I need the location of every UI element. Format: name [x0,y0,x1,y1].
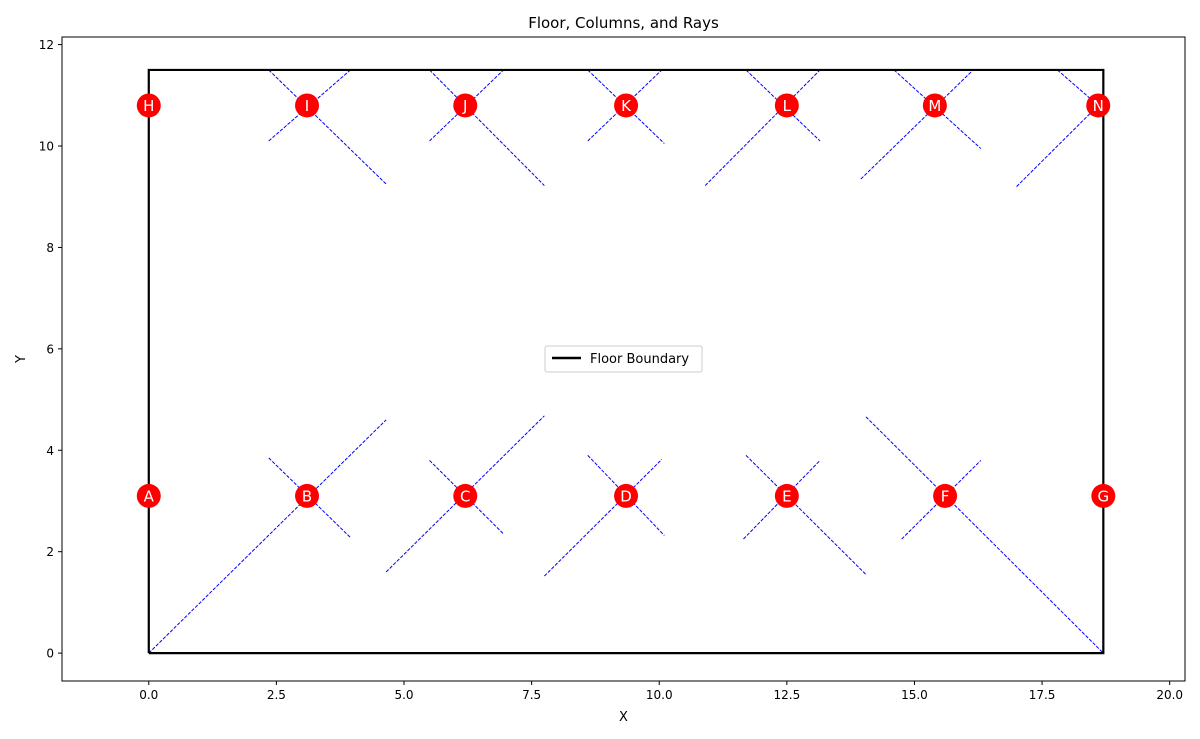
x-tick-label: 0.0 [139,688,158,702]
column-marker [1086,93,1111,118]
x-tick-label: 7.5 [522,688,541,702]
legend: Floor Boundary [544,345,703,373]
legend-entry-floor-boundary: Floor Boundary [590,352,689,367]
ray-6 [743,460,821,540]
x-tick-label: 5.0 [394,688,413,702]
column-H: H [136,93,161,118]
column-marker [295,483,320,508]
column-marker [136,93,161,118]
column-label: N [1093,97,1104,115]
column-label: M [928,97,941,115]
y-tick-label: 6 [46,342,54,356]
plot-frame [61,36,1186,682]
y-tick-label: 12 [39,38,54,52]
y-tick-label: 4 [46,444,54,458]
column-label: H [143,97,154,115]
column-A: A [136,483,161,508]
column-F: F [933,483,958,508]
column-label: D [620,487,632,505]
column-label: L [783,97,792,115]
legend-box [544,345,703,373]
column-label: F [941,487,950,505]
x-tick-label: 10.0 [646,688,673,702]
x-tick-label: 2.5 [267,688,286,702]
x-axis-label: X [619,710,628,725]
ray-4 [544,459,663,577]
floor-boundary-line [147,68,1105,655]
ray-13 [429,69,545,186]
column-marker [774,483,799,508]
column-E: E [774,483,799,508]
ray-0 [148,419,387,654]
y-tick-label: 2 [46,545,54,559]
column-marker [136,483,161,508]
x-tick-label: 20.0 [1156,688,1183,702]
ray-19 [893,69,982,149]
ray-18 [860,69,974,180]
column-N: N [1086,93,1111,118]
column-label: I [305,97,309,115]
y-tick-label: 0 [46,647,54,661]
y-axis: 0 2 4 6 8 10 12 [39,38,62,661]
column-B: B [295,483,320,508]
column-I: I [295,93,320,118]
column-marker [614,93,639,118]
column-marker [1091,483,1116,508]
column-C: C [453,483,478,508]
column-label: A [144,487,155,505]
column-K: K [614,93,639,118]
column-marker [295,93,320,118]
ray-16 [704,69,821,186]
x-tick-label: 17.5 [1029,688,1056,702]
y-tick-label: 10 [39,140,54,154]
ray-10 [268,69,351,142]
column-marker [933,483,958,508]
column-marker [453,93,478,118]
column-marker [922,93,947,118]
x-tick-label: 12.5 [773,688,800,702]
column-label: B [302,487,312,505]
column-label: E [782,487,791,505]
column-label: C [460,487,470,505]
column-M: M [922,93,947,118]
ray-20 [1016,105,1099,187]
floor-group [147,68,1105,655]
x-axis: 0.0 2.5 5.0 7.5 10.0 12.5 15.0 17.5 20.0 [139,681,1183,702]
column-marker [614,483,639,508]
y-axis-label: Y [14,355,29,364]
x-tick-label: 15.0 [901,688,928,702]
chart-title: Floor, Columns, and Rays [528,14,719,32]
column-D: D [614,483,639,508]
column-J: J [453,93,478,118]
column-label: J [462,97,467,115]
column-label: K [621,97,632,115]
column-L: L [774,93,799,118]
ray-8 [865,416,1104,654]
columns-group: A B C D E F G H I J K L M N [136,93,1116,508]
ray-11 [268,69,387,185]
y-tick-label: 8 [46,241,54,255]
column-label: G [1098,487,1110,505]
column-marker [774,93,799,118]
column-marker [453,483,478,508]
column-G: G [1091,483,1116,508]
ray-7 [745,454,867,575]
